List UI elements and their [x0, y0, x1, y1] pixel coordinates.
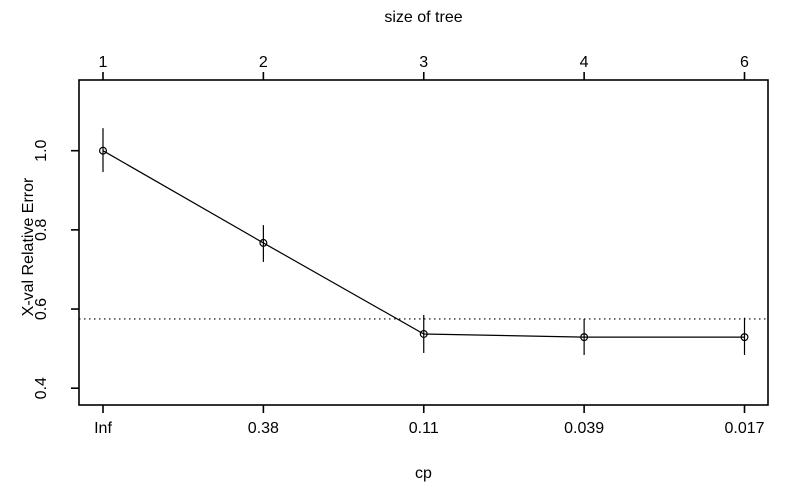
top-axis-tick-label: 4	[580, 54, 589, 71]
bottom-axis-tick-label: 0.039	[564, 420, 604, 437]
top-axis-tick-label: 6	[740, 54, 749, 71]
top-axis-tick-label: 2	[259, 54, 268, 71]
top-axis-tick-label: 3	[419, 54, 428, 71]
data-line	[102, 150, 745, 338]
data-point	[740, 333, 749, 342]
data-point	[580, 333, 589, 342]
bottom-axis-tick-label: Inf	[94, 420, 112, 437]
left-axis-tick-label: 0.6	[33, 298, 50, 320]
top-axis-title: size of tree	[384, 9, 463, 26]
left-axis-tick-label: 1.0	[33, 139, 50, 161]
plot-box	[78, 79, 769, 406]
top-axis-tick-label: 1	[99, 54, 108, 71]
bottom-axis-tick-label: 0.017	[724, 420, 764, 437]
data-point	[98, 146, 107, 155]
left-axis-tick-label: 0.4	[33, 377, 50, 399]
bottom-axis-tick-label: 0.38	[248, 420, 279, 437]
bottom-axis-tick-label: 0.11	[409, 420, 439, 437]
data-point	[419, 329, 428, 338]
bottom-axis-title: cp	[415, 465, 432, 482]
data-point	[259, 238, 268, 247]
left-axis-tick-label: 0.8	[33, 219, 50, 241]
